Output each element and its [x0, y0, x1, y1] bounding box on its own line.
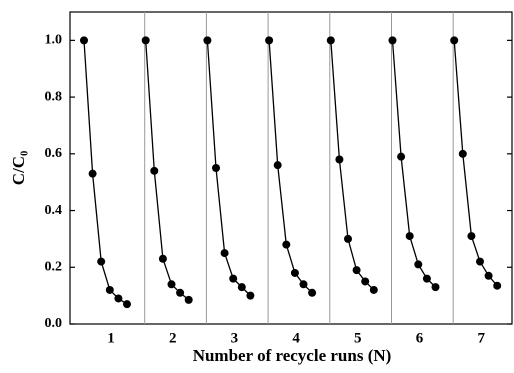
- marker: [422, 274, 431, 283]
- plot-frame: [69, 11, 513, 325]
- marker: [105, 285, 114, 294]
- series-line: [453, 40, 498, 287]
- marker: [237, 283, 246, 292]
- marker: [246, 291, 255, 300]
- marker: [476, 257, 484, 266]
- marker: [80, 36, 88, 45]
- marker: [273, 161, 282, 170]
- x-tick-label: 5: [354, 330, 362, 346]
- marker: [493, 281, 502, 290]
- marker: [450, 36, 459, 45]
- x-tick-label: 1: [107, 330, 115, 346]
- y-tick-label: 0.2: [45, 259, 63, 274]
- marker: [97, 257, 106, 266]
- x-tick-label: 2: [169, 330, 177, 346]
- marker: [458, 149, 467, 158]
- marker: [352, 266, 361, 275]
- marker: [212, 164, 220, 172]
- marker: [88, 169, 97, 178]
- marker: [467, 232, 476, 241]
- marker: [176, 288, 185, 297]
- marker: [484, 271, 493, 280]
- marker: [220, 249, 229, 258]
- y-axis-label: C/C₀: [9, 151, 28, 185]
- y-tick-label: 0.6: [45, 146, 63, 161]
- marker: [229, 274, 238, 283]
- marker: [397, 152, 406, 161]
- marker: [167, 280, 176, 289]
- marker: [344, 234, 352, 243]
- y-tick-label: 0.0: [45, 316, 63, 331]
- x-tick-label: 6: [416, 330, 424, 346]
- marker: [158, 254, 167, 263]
- marker: [414, 260, 423, 269]
- y-tick-label: 0.4: [45, 203, 63, 218]
- y-tick-label: 0.8: [45, 89, 63, 104]
- series-line: [391, 40, 436, 288]
- series-line: [330, 40, 375, 291]
- marker: [388, 36, 397, 45]
- marker: [141, 36, 150, 45]
- marker: [290, 268, 299, 277]
- marker: [326, 36, 335, 45]
- marker: [299, 280, 308, 289]
- marker: [203, 36, 212, 45]
- marker: [369, 285, 378, 294]
- marker: [184, 295, 193, 304]
- marker: [282, 240, 291, 249]
- marker: [150, 166, 159, 175]
- x-tick-label: 4: [292, 330, 300, 346]
- marker: [335, 155, 344, 164]
- marker: [265, 36, 274, 45]
- x-tick-label: 3: [231, 330, 239, 346]
- marker: [405, 232, 414, 241]
- marker: [431, 283, 440, 292]
- marker: [361, 277, 370, 286]
- x-tick-label: 7: [477, 330, 485, 346]
- x-axis-label: Number of recycle runs (N): [193, 346, 392, 365]
- y-tick-label: 1.0: [45, 33, 63, 48]
- marker: [308, 288, 317, 297]
- marker: [114, 294, 123, 303]
- marker: [123, 300, 131, 309]
